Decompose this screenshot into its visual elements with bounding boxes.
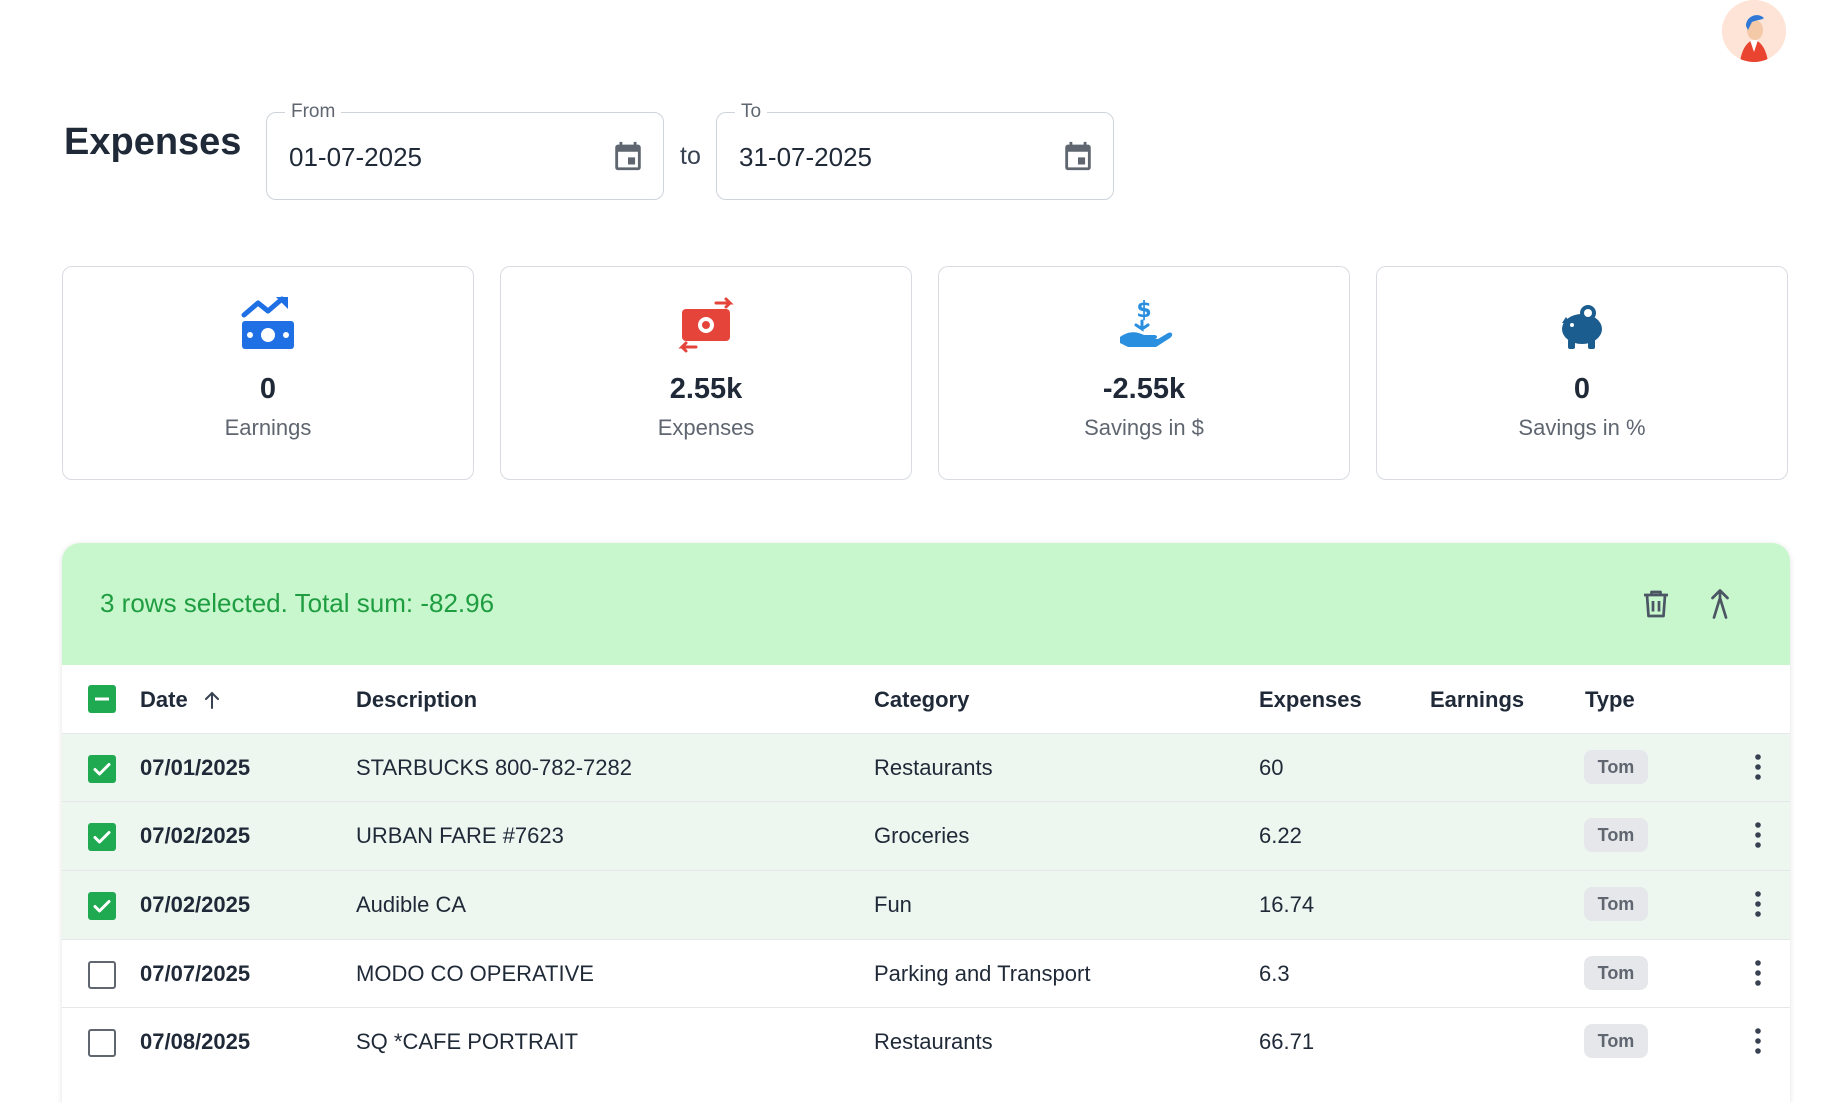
from-date-label: From (285, 101, 342, 123)
row-expenses: 6.22 (1259, 823, 1302, 848)
row-checkbox[interactable] (88, 755, 116, 783)
select-all-checkbox[interactable] (88, 685, 116, 713)
row-expenses: 66.71 (1259, 1029, 1315, 1054)
expenses-card: 2.55k Expenses (500, 266, 912, 480)
type-chip: Tom (1584, 750, 1648, 784)
type-chip: Tom (1584, 818, 1648, 852)
table-row[interactable]: 07/08/2025 SQ *CAFE PORTRAIT Restaurants 66… (62, 1007, 1790, 1076)
expenses-value: 2.55k (669, 373, 743, 405)
savings-dollar-label: Savings in $ (1084, 415, 1204, 440)
more-options-icon[interactable] (1752, 958, 1764, 988)
type-chip: Tom (1584, 887, 1648, 921)
row-date: 07/02/2025 (140, 892, 251, 917)
selection-toolbar: 3 rows selected. Total sum: -82.96 (62, 543, 1790, 665)
check-icon (93, 831, 111, 844)
row-expenses: 16.74 (1259, 892, 1315, 917)
table-row[interactable]: 07/07/2025 MODO CO OPERATIVE Parking and T… (62, 939, 1790, 1008)
calendar-icon[interactable] (1061, 138, 1095, 174)
svg-text:$: $ (1136, 298, 1151, 323)
sort-ascending-icon[interactable] (200, 688, 224, 712)
hand-dollar-icon: $ (1120, 298, 1173, 347)
money-exchange-icon (678, 297, 734, 353)
more-options-icon[interactable] (1752, 1026, 1764, 1056)
check-icon (93, 763, 111, 776)
table-row[interactable]: 07/02/2025 Audible CA Fun 16.74 Tom (62, 870, 1790, 939)
row-category: Groceries (874, 823, 970, 848)
earnings-value: 0 (259, 373, 277, 405)
expenses-label: Expenses (657, 415, 755, 440)
page-title: Expenses (64, 121, 242, 163)
earnings-label: Earnings (224, 415, 312, 440)
earnings-trend-icon (241, 296, 294, 349)
row-description: STARBUCKS 800-782-7282 (356, 755, 632, 780)
row-checkbox[interactable] (88, 823, 116, 851)
more-options-icon[interactable] (1752, 752, 1764, 782)
row-description: MODO CO OPERATIVE (356, 961, 594, 986)
row-date: 07/01/2025 (140, 755, 251, 780)
column-date-label: Date (140, 687, 188, 712)
column-type[interactable]: Type (1585, 687, 1635, 712)
to-date-label: To (735, 101, 768, 123)
row-date: 07/07/2025 (140, 961, 251, 986)
row-checkbox[interactable] (88, 1029, 116, 1057)
column-description[interactable]: Description (356, 687, 478, 712)
from-date-input[interactable]: 01-07-2025 (289, 142, 422, 172)
savings-percent-card: 0 Savings in % (1376, 266, 1788, 480)
column-earnings[interactable]: Earnings (1430, 687, 1525, 712)
person-avatar-icon (1722, 0, 1786, 62)
row-expenses: 60 (1259, 755, 1284, 780)
row-category: Parking and Transport (874, 961, 1091, 986)
row-description: URBAN FARE #7623 (356, 823, 564, 848)
row-date: 07/08/2025 (140, 1029, 251, 1054)
indeterminate-icon (95, 697, 109, 701)
calendar-icon[interactable] (611, 138, 645, 174)
check-icon (93, 900, 111, 913)
type-chip: Tom (1584, 1024, 1648, 1058)
savings-dollar-value: -2.55k (1102, 373, 1186, 405)
savings-percent-label: Savings in % (1518, 415, 1646, 440)
row-category: Fun (874, 892, 912, 917)
more-options-icon[interactable] (1752, 889, 1764, 919)
table-row[interactable]: 07/02/2025 URBAN FARE #7623 Groceries 6.22 T… (62, 801, 1790, 870)
transactions-table: 3 rows selected. Total sum: -82.96 Date … (62, 543, 1790, 1103)
column-category[interactable]: Category (874, 687, 970, 712)
column-expenses[interactable]: Expenses (1259, 687, 1362, 712)
selection-summary: 3 rows selected. Total sum: -82.96 (100, 588, 495, 618)
row-description: Audible CA (356, 892, 467, 917)
more-options-icon[interactable] (1752, 820, 1764, 850)
row-expenses: 6.3 (1259, 961, 1290, 986)
table-row[interactable]: 07/01/2025 STARBUCKS 800-782-7282 Restaura… (62, 733, 1790, 802)
earnings-card: 0 Earnings (62, 266, 474, 480)
row-category: Restaurants (874, 755, 993, 780)
range-separator: to (680, 142, 701, 170)
row-category: Restaurants (874, 1029, 993, 1054)
row-checkbox[interactable] (88, 961, 116, 989)
from-date-field[interactable]: From 01-07-2025 (266, 101, 664, 200)
delete-icon[interactable] (1638, 585, 1674, 623)
user-avatar[interactable] (1722, 0, 1786, 62)
row-date: 07/02/2025 (140, 823, 251, 848)
type-chip: Tom (1584, 956, 1648, 990)
column-date[interactable]: Date (140, 687, 224, 713)
row-description: SQ *CAFE PORTRAIT (356, 1029, 579, 1054)
savings-dollar-card: $ -2.55k Savings in $ (938, 266, 1350, 480)
to-date-field[interactable]: To 31-07-2025 (716, 101, 1114, 200)
savings-percent-value: 0 (1573, 373, 1591, 405)
table-header: Date Description Category Expenses Earni… (62, 665, 1790, 733)
move-up-icon[interactable] (1702, 585, 1738, 623)
to-date-input[interactable]: 31-07-2025 (739, 142, 872, 172)
row-checkbox[interactable] (88, 892, 116, 920)
piggy-bank-icon (1562, 305, 1602, 349)
